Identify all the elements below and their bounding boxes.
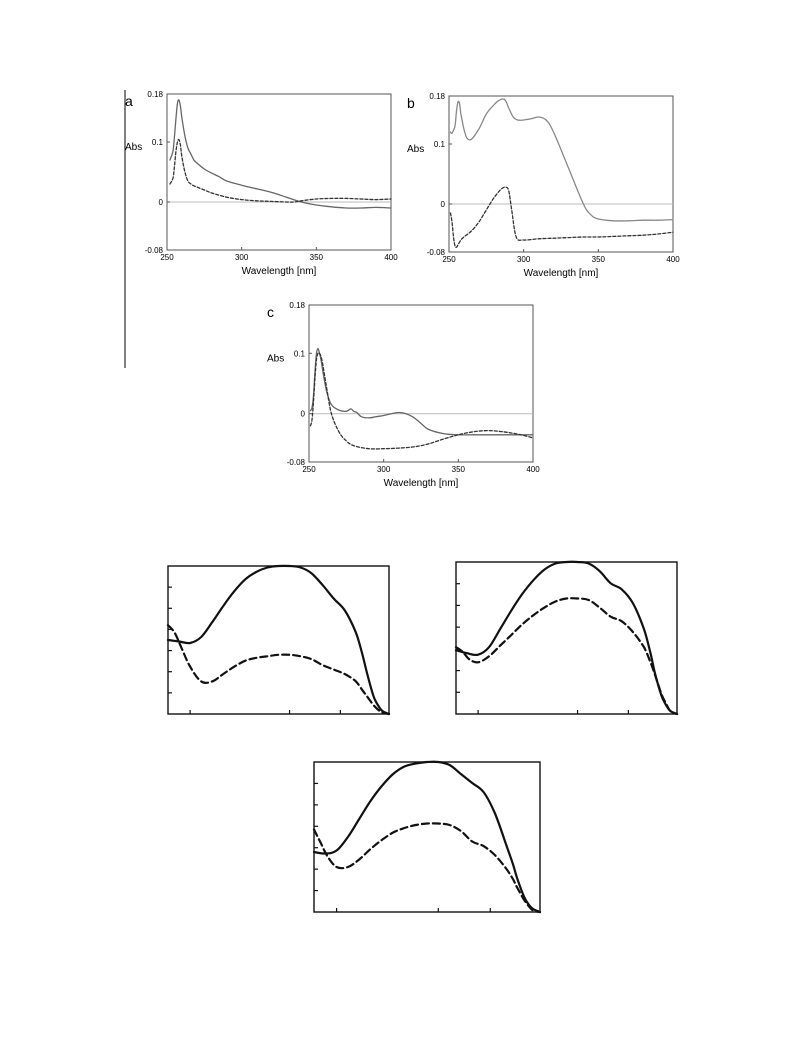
y-tick-label: -0.08	[287, 458, 306, 467]
dashed-series-line	[312, 822, 542, 914]
x-tick-label: 400	[666, 255, 680, 264]
y-tick-label: 0.1	[434, 140, 446, 149]
y-tick-label: 0	[159, 198, 164, 207]
solid-series-line	[169, 99, 392, 209]
solid-series-line	[166, 564, 391, 716]
dashed-series-line	[454, 597, 679, 716]
plot-frame	[448, 95, 674, 253]
chart-panel-1: 250 300 350 400 0.18 0.1 0 -0.08 Wavelength [nm]…	[125, 90, 398, 277]
y-tick-label: 0.1	[294, 349, 306, 358]
dashed-series-line	[309, 352, 534, 450]
solid-series-line	[309, 347, 534, 436]
y-axis-label: Abs	[407, 144, 424, 155]
x-tick-label: 350	[310, 253, 324, 262]
plot-frame	[308, 304, 534, 463]
panel-label: a	[125, 93, 133, 109]
x-tick-label: 400	[384, 253, 398, 262]
y-tick-label: -0.08	[145, 246, 164, 255]
solid-series-line	[454, 560, 679, 716]
chart-panel-5	[454, 560, 679, 716]
chart-panel-6	[312, 760, 542, 914]
y-tick-label: 0	[301, 410, 306, 419]
panel-label: c	[267, 304, 274, 320]
plot-frame	[455, 561, 678, 715]
chart-panel-4	[166, 564, 391, 716]
plot-frame	[166, 93, 392, 251]
chart-panel-2: 250 300 350 400 0.18 0.1 0 -0.08 Wavelength [nm]…	[407, 92, 680, 279]
x-tick-label: 350	[452, 465, 466, 474]
x-tick-label: 250	[442, 255, 456, 264]
y-tick-label: 0.1	[152, 138, 164, 147]
x-tick-label: 300	[377, 465, 391, 474]
x-tick-label: 250	[160, 253, 174, 262]
panel-label: b	[407, 95, 415, 111]
y-tick-label: 0.18	[289, 301, 305, 310]
dashed-series-line	[166, 624, 391, 716]
x-tick-label: 300	[235, 253, 249, 262]
x-axis-label: Wavelength [nm]	[242, 266, 317, 277]
x-axis-label: Wavelength [nm]	[524, 268, 599, 279]
x-tick-label: 400	[526, 465, 540, 474]
y-tick-label: 0	[441, 200, 446, 209]
plot-frame	[167, 565, 390, 715]
x-axis-label: Wavelength [nm]	[384, 478, 459, 489]
solid-series-line	[449, 98, 674, 222]
dashed-series-line	[449, 186, 674, 249]
x-tick-label: 250	[302, 465, 316, 474]
y-tick-label: -0.08	[427, 248, 446, 257]
y-axis-label: Abs	[125, 142, 142, 153]
x-tick-label: 350	[592, 255, 606, 264]
solid-series-line	[312, 760, 542, 914]
dashed-series-line	[169, 138, 392, 203]
y-tick-label: 0.18	[429, 92, 445, 101]
x-tick-label: 300	[517, 255, 531, 264]
y-axis-label: Abs	[267, 354, 284, 365]
y-tick-label: 0.18	[147, 90, 163, 99]
chart-panel-3: 250 300 350 400 0.18 0.1 0 -0.08 Wavelength [nm]…	[267, 301, 540, 489]
